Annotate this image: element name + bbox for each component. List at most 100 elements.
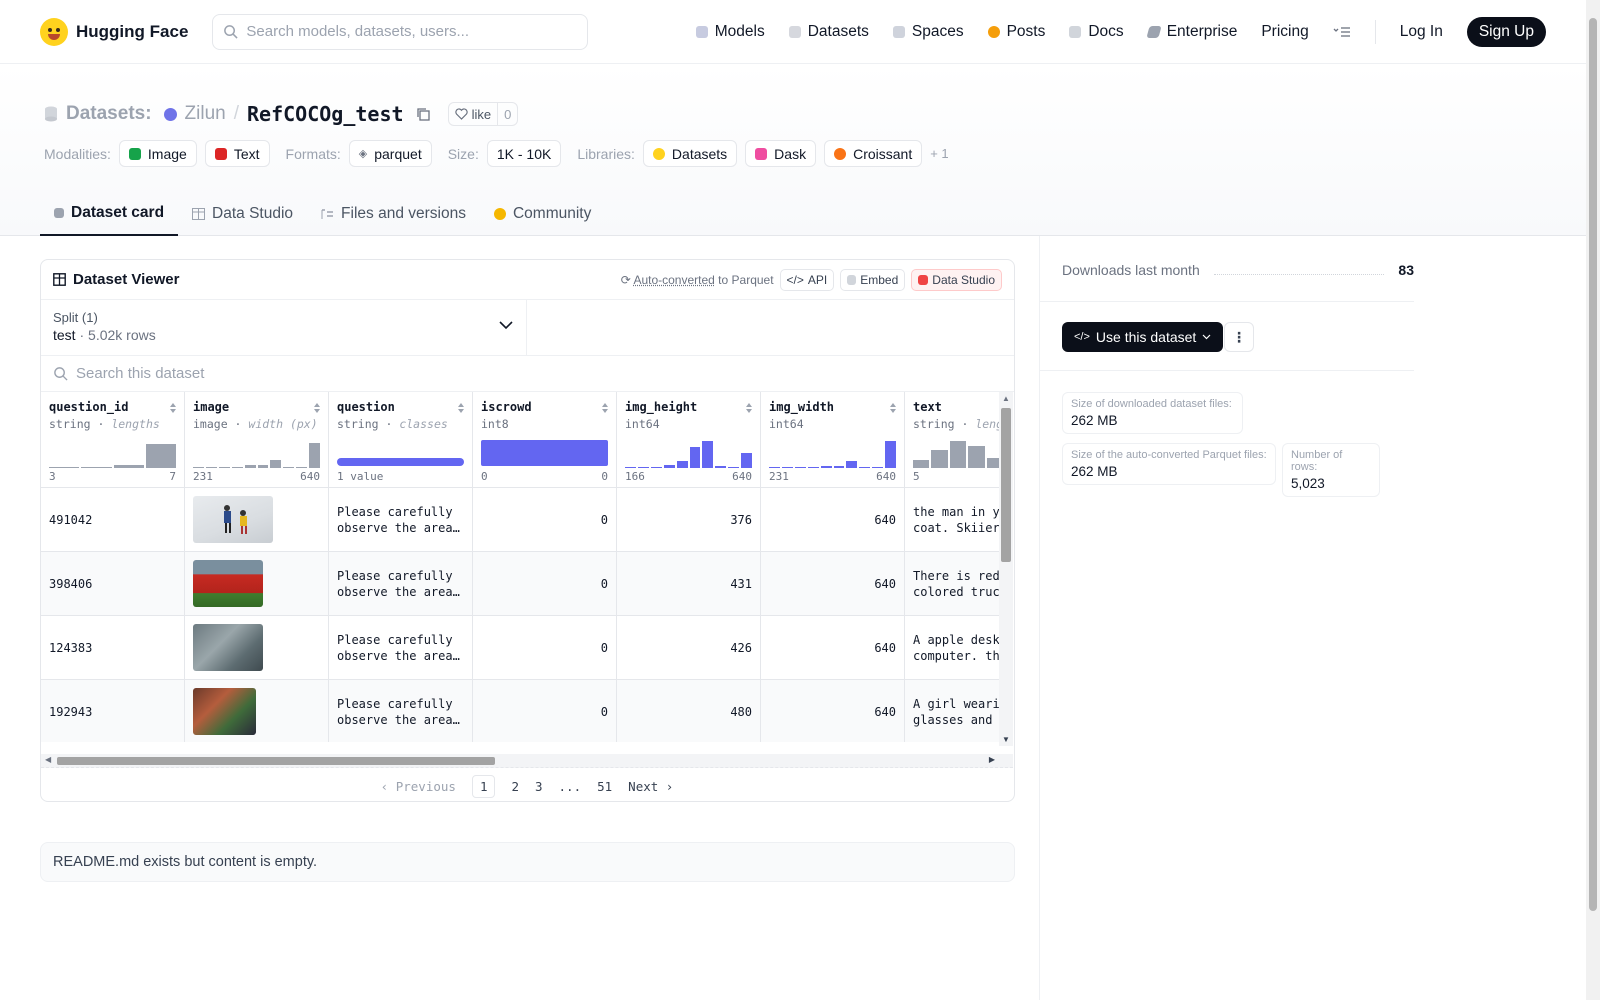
histogram-bar[interactable] bbox=[309, 442, 321, 468]
cell-question[interactable]: Please carefully observe the area… bbox=[329, 616, 473, 679]
tag-parquet[interactable]: ◈ parquet bbox=[348, 140, 432, 167]
sort-icon[interactable] bbox=[601, 402, 609, 414]
cell-img-width[interactable]: 640 bbox=[761, 616, 905, 679]
page-51-button[interactable]: 51 bbox=[597, 778, 613, 794]
column-header-text[interactable]: text string · leng 5 bbox=[905, 392, 1001, 487]
cell-question-id[interactable]: 398406 bbox=[41, 552, 185, 615]
cell-img-height[interactable]: 426 bbox=[617, 616, 761, 679]
histogram-bar[interactable] bbox=[145, 444, 176, 468]
tab-data-studio[interactable]: Data Studio bbox=[178, 192, 307, 236]
tag-datasets-lib[interactable]: Datasets bbox=[642, 140, 738, 167]
cell-question-id[interactable]: 124383 bbox=[41, 616, 185, 679]
scroll-up-arrow[interactable]: ▲ bbox=[1002, 394, 1010, 403]
cell-text[interactable]: A girl wearing glasses and a bbox=[905, 680, 1001, 742]
sort-icon[interactable] bbox=[169, 402, 177, 414]
vertical-scrollbar[interactable]: ▲ ▼ bbox=[999, 392, 1013, 746]
nav-posts[interactable]: Posts bbox=[987, 23, 1045, 41]
horizontal-scroll-thumb[interactable] bbox=[57, 757, 495, 765]
page-2-button[interactable]: 2 bbox=[511, 778, 519, 794]
histogram-bar[interactable] bbox=[257, 465, 269, 468]
cell-iscrowd[interactable]: 0 bbox=[473, 680, 617, 742]
nav-spaces[interactable]: Spaces bbox=[892, 23, 964, 41]
histogram-bar[interactable] bbox=[81, 466, 112, 468]
sort-icon[interactable] bbox=[745, 402, 753, 414]
value-distribution-bar[interactable] bbox=[481, 440, 608, 466]
cell-text[interactable]: A apple desktop computer. the bbox=[905, 616, 1001, 679]
cell-question-id[interactable]: 192943 bbox=[41, 680, 185, 742]
auto-converted-note[interactable]: ⟳ Auto-converted to Parquet bbox=[621, 273, 774, 287]
histogram-bar[interactable] bbox=[820, 465, 832, 468]
cell-question-id[interactable]: 491042 bbox=[41, 488, 185, 551]
scroll-right-arrow[interactable]: ▶ bbox=[988, 755, 995, 764]
cell-question[interactable]: Please carefully observe the area… bbox=[329, 552, 473, 615]
nav-docs[interactable]: Docs bbox=[1069, 23, 1124, 41]
scroll-down-arrow[interactable]: ▼ bbox=[1002, 735, 1010, 744]
column-header-question[interactable]: question string · classes 1 value bbox=[329, 392, 473, 487]
cell-image[interactable] bbox=[185, 552, 329, 615]
cell-img-width[interactable]: 640 bbox=[761, 680, 905, 742]
table-row[interactable]: 124383 Please carefully observe the area…… bbox=[41, 616, 1001, 680]
histogram-bar[interactable] bbox=[931, 449, 948, 468]
cell-question[interactable]: Please carefully observe the area… bbox=[329, 488, 473, 551]
nav-models[interactable]: Models bbox=[695, 23, 765, 41]
histogram-bar[interactable] bbox=[637, 466, 649, 468]
cell-text[interactable]: There is red colored truck bbox=[905, 552, 1001, 615]
histogram-bar[interactable] bbox=[949, 441, 967, 468]
sort-icon[interactable] bbox=[457, 402, 465, 414]
histogram-bar[interactable] bbox=[741, 452, 753, 468]
tab-dataset-card[interactable]: Dataset card bbox=[40, 192, 179, 236]
user-link[interactable]: Zilun bbox=[184, 103, 226, 124]
column-header-image[interactable]: image image · width (px) 231 640 bbox=[185, 392, 329, 487]
tag-croissant[interactable]: Croissant bbox=[824, 140, 923, 167]
column-header-img-width[interactable]: img_width int64 231 640 bbox=[761, 392, 905, 487]
histogram-bar[interactable] bbox=[715, 465, 727, 468]
like-button[interactable]: like 0 bbox=[447, 102, 519, 126]
histogram-bar[interactable] bbox=[794, 466, 806, 468]
cell-iscrowd[interactable]: 0 bbox=[473, 488, 617, 551]
image-thumbnail[interactable] bbox=[193, 496, 273, 543]
histogram-bar[interactable] bbox=[702, 441, 714, 468]
prev-page-button[interactable]: ‹ Previous bbox=[380, 778, 456, 794]
page-3-button[interactable]: 3 bbox=[535, 778, 543, 794]
histogram-bar[interactable] bbox=[193, 466, 204, 468]
more-menu-button[interactable] bbox=[1333, 26, 1351, 38]
histogram-bar[interactable] bbox=[781, 466, 793, 468]
cell-iscrowd[interactable]: 0 bbox=[473, 616, 617, 679]
histogram-bar[interactable] bbox=[231, 466, 243, 468]
section-label[interactable]: Datasets: bbox=[66, 103, 152, 124]
sort-icon[interactable] bbox=[313, 402, 321, 414]
histogram-bar[interactable] bbox=[833, 466, 845, 468]
image-thumbnail[interactable] bbox=[193, 624, 263, 671]
cell-img-width[interactable]: 640 bbox=[761, 552, 905, 615]
column-header-img-height[interactable]: img_height int64 166 640 bbox=[617, 392, 761, 487]
vertical-scroll-thumb[interactable] bbox=[1001, 408, 1011, 562]
histogram-bar[interactable] bbox=[244, 465, 256, 468]
cell-img-height[interactable]: 376 bbox=[617, 488, 761, 551]
nav-pricing[interactable]: Pricing bbox=[1261, 23, 1308, 41]
page-scroll-thumb[interactable] bbox=[1589, 18, 1597, 911]
histogram-bar[interactable] bbox=[296, 466, 308, 468]
histogram-bar[interactable] bbox=[218, 466, 230, 468]
dataset-search-input[interactable]: Search this dataset bbox=[41, 356, 1014, 392]
histogram-bar[interactable] bbox=[885, 441, 897, 468]
tag-image[interactable]: Image bbox=[118, 140, 197, 167]
tag-size[interactable]: 1K - 10K bbox=[486, 140, 562, 167]
brand-link[interactable]: Hugging Face bbox=[40, 17, 188, 46]
histogram-bar[interactable] bbox=[872, 466, 884, 468]
histogram-bar[interactable] bbox=[650, 466, 662, 468]
split-select[interactable]: Split (1) test · 5.02k rows bbox=[41, 300, 527, 355]
histogram-bar[interactable] bbox=[270, 459, 282, 468]
histogram-bar[interactable] bbox=[625, 466, 636, 468]
api-button[interactable]: </> API bbox=[779, 268, 835, 291]
cell-img-height[interactable]: 431 bbox=[617, 552, 761, 615]
histogram-bar[interactable] bbox=[205, 466, 217, 468]
histogram-bar[interactable] bbox=[859, 466, 871, 468]
histogram-bar[interactable] bbox=[807, 466, 819, 468]
scroll-left-arrow[interactable]: ◀ bbox=[45, 755, 52, 764]
more-options-button[interactable]: ⋮ bbox=[1224, 322, 1254, 352]
tag-dask[interactable]: Dask bbox=[745, 140, 817, 167]
repo-name[interactable]: RefCOCOg_test bbox=[247, 102, 404, 126]
embed-button[interactable]: Embed bbox=[840, 268, 906, 291]
histogram-bar[interactable] bbox=[49, 466, 80, 468]
column-header-question-id[interactable]: question_id string · lengths 3 7 bbox=[41, 392, 185, 487]
